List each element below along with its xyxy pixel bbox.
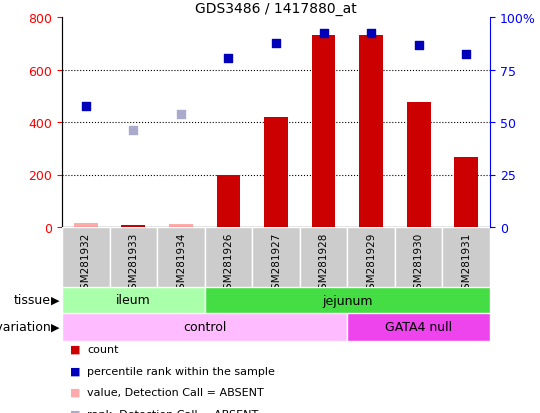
Bar bbox=[312, 36, 335, 228]
Bar bbox=[300, 228, 347, 287]
Bar bbox=[157, 228, 205, 287]
Text: GSM281928: GSM281928 bbox=[319, 232, 328, 295]
Bar bbox=[62, 287, 205, 313]
Text: ileum: ileum bbox=[116, 294, 151, 307]
Text: genotype/variation: genotype/variation bbox=[0, 321, 51, 334]
Point bbox=[319, 31, 328, 37]
Text: GSM281931: GSM281931 bbox=[461, 232, 471, 295]
Text: ■: ■ bbox=[70, 344, 80, 354]
Point bbox=[272, 41, 280, 47]
Bar bbox=[454, 158, 478, 228]
Point bbox=[414, 42, 423, 49]
Bar bbox=[205, 228, 252, 287]
Text: count: count bbox=[87, 344, 119, 354]
Text: value, Detection Call = ABSENT: value, Detection Call = ABSENT bbox=[87, 387, 264, 397]
Text: ■: ■ bbox=[70, 366, 80, 375]
Text: tissue: tissue bbox=[14, 294, 51, 307]
Text: percentile rank within the sample: percentile rank within the sample bbox=[87, 366, 275, 375]
Bar bbox=[359, 36, 383, 228]
Bar bbox=[347, 228, 395, 287]
Bar bbox=[122, 225, 145, 228]
Point bbox=[82, 104, 90, 110]
Text: GSM281933: GSM281933 bbox=[129, 232, 138, 295]
Title: GDS3486 / 1417880_at: GDS3486 / 1417880_at bbox=[195, 2, 357, 16]
Text: ■: ■ bbox=[70, 387, 80, 397]
Bar bbox=[264, 117, 288, 228]
Bar bbox=[205, 287, 490, 313]
Text: GSM281934: GSM281934 bbox=[176, 232, 186, 295]
Text: GSM281926: GSM281926 bbox=[224, 232, 233, 295]
Point bbox=[367, 31, 375, 37]
Bar bbox=[442, 228, 490, 287]
Bar bbox=[169, 224, 193, 228]
Bar bbox=[110, 228, 157, 287]
Bar bbox=[347, 313, 490, 341]
Text: ▶: ▶ bbox=[51, 322, 59, 332]
Point bbox=[462, 51, 470, 58]
Text: GSM281929: GSM281929 bbox=[366, 232, 376, 295]
Text: GATA4 null: GATA4 null bbox=[385, 321, 452, 334]
Bar bbox=[395, 228, 442, 287]
Bar bbox=[62, 228, 110, 287]
Point bbox=[224, 55, 233, 62]
Text: GSM281932: GSM281932 bbox=[81, 232, 91, 295]
Text: control: control bbox=[183, 321, 226, 334]
Text: GSM281927: GSM281927 bbox=[271, 232, 281, 295]
Text: jejunum: jejunum bbox=[322, 294, 373, 307]
Bar bbox=[407, 103, 430, 228]
Text: GSM281930: GSM281930 bbox=[414, 232, 424, 295]
Text: ■: ■ bbox=[70, 408, 80, 413]
Point bbox=[177, 112, 185, 118]
Text: rank, Detection Call = ABSENT: rank, Detection Call = ABSENT bbox=[87, 408, 259, 413]
Bar bbox=[62, 313, 347, 341]
Point bbox=[129, 127, 138, 134]
Bar bbox=[252, 228, 300, 287]
Text: ▶: ▶ bbox=[51, 295, 59, 305]
Bar bbox=[217, 175, 240, 228]
Bar bbox=[74, 223, 98, 228]
